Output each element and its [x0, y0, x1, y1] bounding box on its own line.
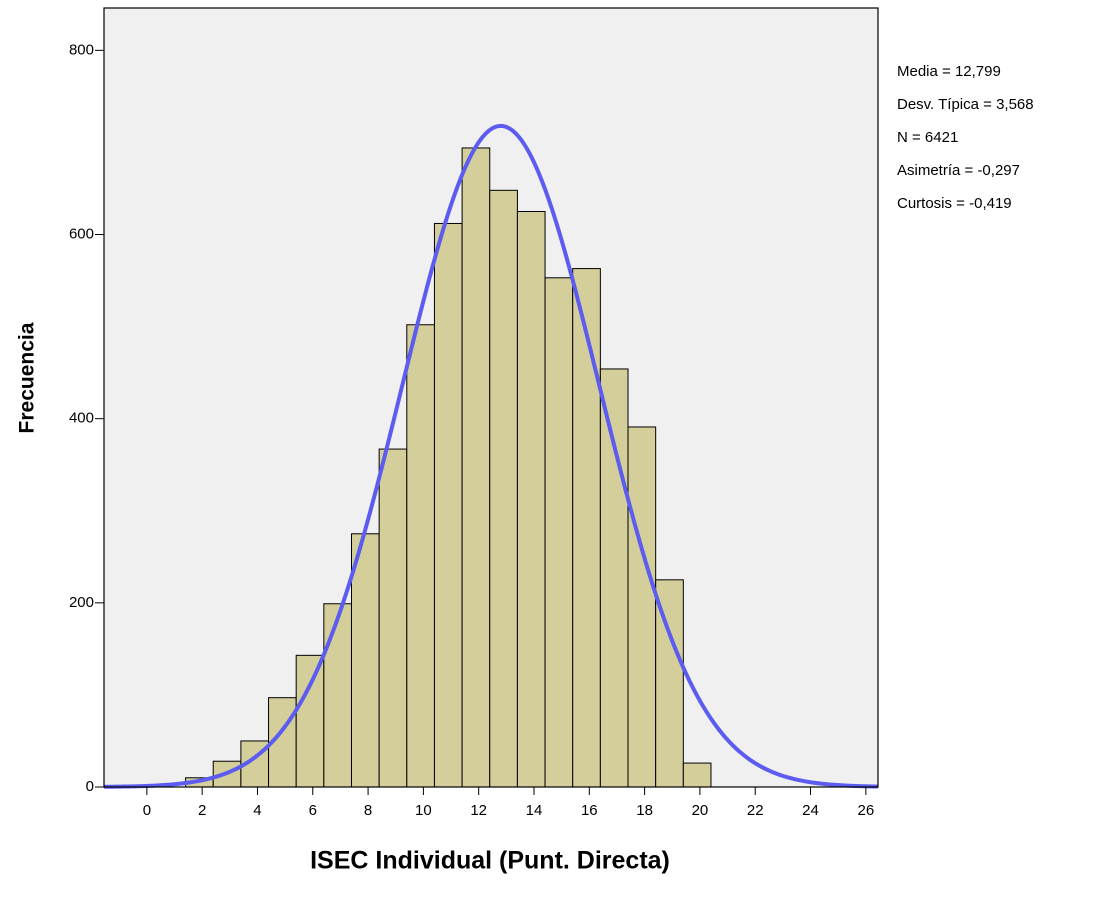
bar [627, 426, 657, 788]
x-tick-label: 22 [747, 802, 764, 819]
bar [295, 654, 325, 788]
bar [572, 268, 601, 788]
stat-annotation: Asimetría = -0,297 [897, 162, 1020, 179]
bar [516, 210, 546, 788]
x-tick-label: 18 [636, 802, 653, 819]
y-tick-label: 0 [86, 778, 94, 795]
x-tick-label: 0 [143, 802, 151, 819]
bar [406, 324, 435, 788]
y-tick-label: 800 [69, 41, 94, 58]
stat-annotation: Desv. Típica = 3,568 [897, 96, 1034, 113]
x-tick-label: 8 [364, 802, 372, 819]
y-tick-label: 200 [69, 594, 94, 611]
stat-annotation: Media = 12,799 [897, 63, 1001, 80]
normal-curve [103, 123, 879, 789]
x-axis-label: ISEC Individual (Punt. Directa) [310, 847, 670, 875]
x-tick-label: 12 [470, 802, 487, 819]
stat-annotation: Curtosis = -0,419 [897, 195, 1012, 212]
x-tick-label: 16 [581, 802, 598, 819]
bar [544, 277, 574, 788]
stat-annotation: N = 6421 [897, 129, 958, 146]
y-tick-label: 400 [69, 410, 94, 427]
x-tick-label: 10 [415, 802, 432, 819]
bar [378, 448, 408, 788]
x-tick-label: 2 [198, 802, 206, 819]
bar [682, 762, 712, 788]
bar [461, 147, 491, 788]
x-tick-label: 4 [253, 802, 261, 819]
x-tick-label: 26 [857, 802, 874, 819]
bar [433, 222, 463, 788]
bar [489, 189, 518, 788]
plot-frame [103, 7, 879, 788]
x-tick-label: 14 [526, 802, 543, 819]
bar [599, 368, 629, 788]
y-tick-label: 600 [69, 225, 94, 242]
x-tick-label: 20 [692, 802, 709, 819]
bar [323, 603, 352, 788]
bar [350, 533, 380, 788]
x-tick-label: 6 [309, 802, 317, 819]
x-tick-label: 24 [802, 802, 819, 819]
y-axis-label: Frecuencia [16, 322, 39, 433]
